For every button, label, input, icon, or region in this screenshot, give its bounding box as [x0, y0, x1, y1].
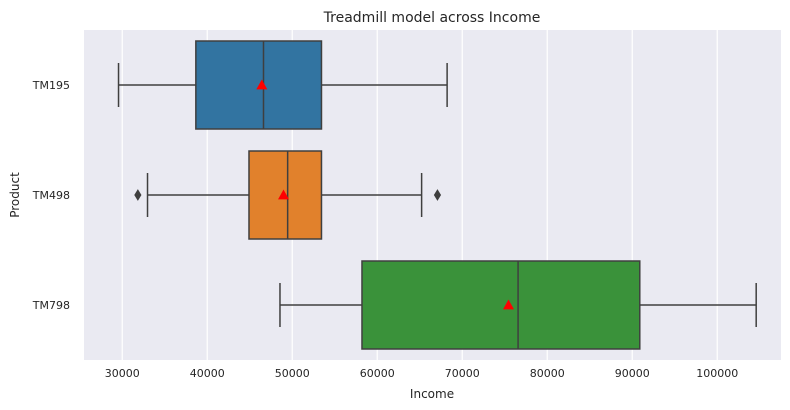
x-tick-label: 90000 [615, 367, 650, 380]
x-tick-label: 40000 [190, 367, 225, 380]
x-tick-labels: 30000 40000 50000 60000 70000 80000 90000 10000… [105, 367, 739, 380]
y-tick-label: TM798 [32, 299, 70, 312]
mean-marker [502, 299, 514, 310]
x-tick-label: 60000 [360, 367, 395, 380]
boxes [117, 40, 757, 350]
outlier-marker [433, 189, 442, 201]
x-tick-label: 50000 [275, 367, 310, 380]
chart-title: Treadmill model across Income [323, 10, 541, 26]
y-axis-label: Product [8, 172, 22, 218]
y-tick-label: TM498 [32, 189, 70, 202]
x-tick-label: 80000 [530, 367, 565, 380]
outlier-marker [134, 189, 142, 201]
y-tick-label: TM195 [32, 79, 70, 92]
y-tick-labels: TM195 TM498 TM798 [32, 79, 70, 312]
x-axis-label: Income [410, 387, 454, 401]
x-tick-label: 70000 [445, 367, 480, 380]
x-tick-label: 100000 [696, 367, 738, 380]
mean-marker [278, 189, 290, 200]
box-TM798 [361, 260, 641, 350]
x-tick-label: 30000 [105, 367, 140, 380]
box-TM195 [195, 40, 323, 130]
mean-marker [256, 79, 268, 90]
